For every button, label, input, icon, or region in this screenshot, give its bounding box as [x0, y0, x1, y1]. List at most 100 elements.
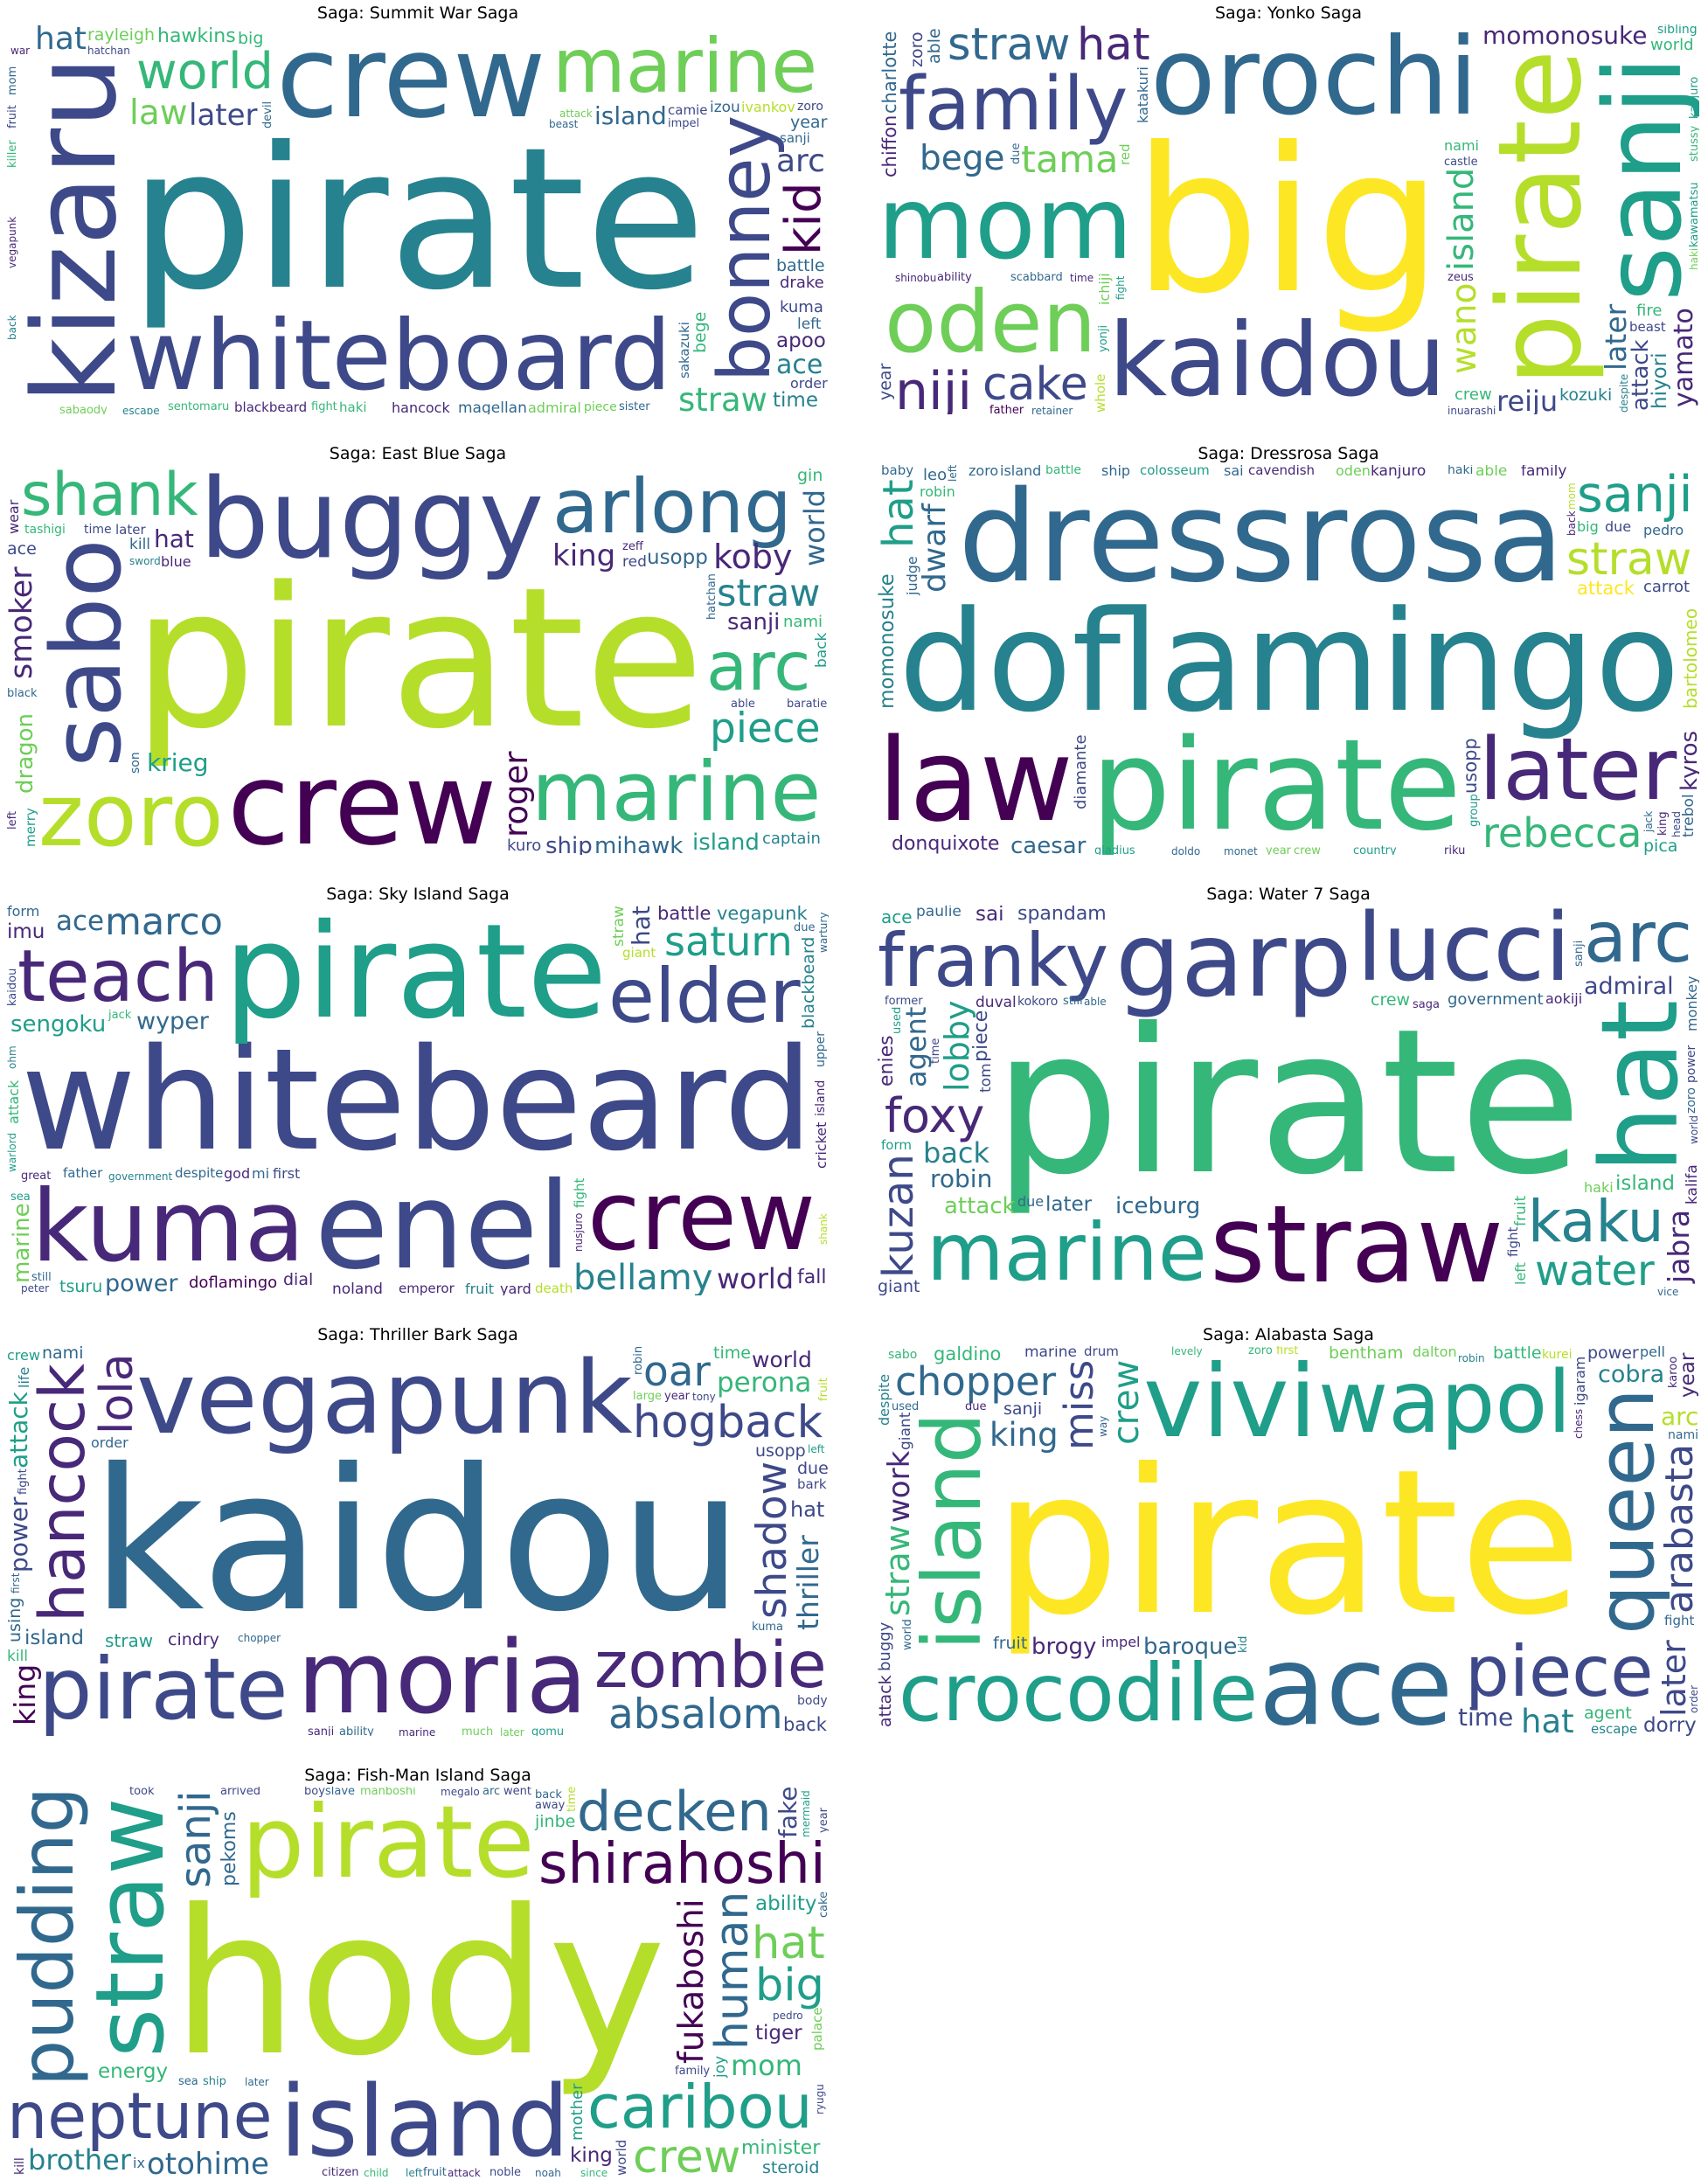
- cloud-word: izou: [710, 99, 740, 117]
- cloud-word: great: [21, 1170, 52, 1184]
- cloud-word: brogy: [1031, 1633, 1097, 1660]
- cloud-word: kalifa: [1684, 1163, 1699, 1205]
- cloud-word: whole: [1093, 373, 1108, 413]
- cloud-word: admiral: [1584, 972, 1674, 1000]
- cloud-word: attack: [7, 1080, 22, 1125]
- cloud-word: galdino: [934, 1346, 1002, 1365]
- cloud-word: form: [7, 906, 40, 920]
- cloud-word: island: [280, 2065, 570, 2177]
- cloud-word: lucci: [1357, 906, 1571, 1003]
- cloud-word: robin: [930, 1163, 993, 1193]
- cloud-word: fukaboshi: [672, 1898, 712, 2064]
- cloud-word: despite: [175, 1165, 224, 1182]
- cloud-word: moria: [297, 1620, 588, 1736]
- cloud-word: straw: [610, 906, 628, 947]
- cloud-word: caribou: [587, 2072, 813, 2143]
- cloud-word: island: [1000, 465, 1042, 480]
- cloud-word: ship: [545, 832, 593, 855]
- cloud-word: yard: [500, 1281, 531, 1295]
- cloud-word: bartolomeo: [1680, 607, 1699, 710]
- cloud-word: back: [535, 1788, 562, 1802]
- cloud-word: arlong: [552, 465, 792, 551]
- cloud-word: robin: [1458, 1351, 1485, 1364]
- wordcloud-panel-dressrosa: Saga: Dressrosa Saga doflamingo dressrosa…: [871, 441, 1706, 858]
- cloud-word: child: [364, 2166, 389, 2177]
- cloud-word: vegapunk: [7, 216, 18, 269]
- cloud-word: kyros: [1677, 730, 1699, 792]
- cloud-word: kozuki: [1559, 385, 1613, 406]
- cloud-word: marine: [531, 745, 822, 841]
- cloud-word: back: [1566, 510, 1578, 536]
- cloud-word: kaku: [1528, 1188, 1664, 1256]
- wordcloud-canvas: pirate whiteboard crew kizaru marine bonney wo…: [7, 24, 829, 414]
- cloud-word: attack: [1577, 578, 1635, 600]
- cloud-word: monkey: [1684, 975, 1699, 1031]
- cloud-word: world: [136, 42, 274, 101]
- cloud-word: tony: [692, 1390, 716, 1403]
- cloud-word: ship: [203, 2075, 226, 2089]
- cloud-word: sanji: [780, 130, 810, 147]
- cloud-word: hatchan: [705, 573, 719, 620]
- wordcloud-panel-summit-war: Saga: Summit War Saga pirate whiteboard cr…: [0, 0, 836, 418]
- cloud-word: later: [115, 522, 146, 538]
- cloud-word: kanjuro: [1688, 76, 1699, 120]
- cloud-word: marco: [105, 906, 223, 945]
- cloud-word: gomu: [531, 1725, 565, 1736]
- wordcloud-panel-east-blue: Saga: East Blue Saga pirate buggy crew mari…: [0, 441, 836, 858]
- cloud-word: sanji: [1573, 940, 1586, 968]
- cloud-word: sword: [129, 554, 161, 567]
- cloud-word: human: [706, 1892, 759, 2051]
- cloud-word: vegapunk: [136, 1346, 633, 1458]
- cloud-word: battle: [1493, 1346, 1542, 1364]
- cloud-word: due: [794, 921, 816, 935]
- wordcloud-canvas: whitebeard pirate enel kuma crew elder teach sa…: [7, 906, 829, 1295]
- cloud-word: baby: [881, 465, 914, 479]
- cloud-word: miss: [1056, 1359, 1102, 1451]
- cloud-word: kokoro: [1017, 995, 1059, 1010]
- cloud-word: mom: [878, 165, 1133, 282]
- cloud-word: bentham: [1329, 1346, 1404, 1364]
- cloud-word: colosseum: [1140, 465, 1210, 479]
- cloud-word: hat: [1077, 24, 1150, 71]
- cloud-word: monet: [1224, 844, 1258, 855]
- cloud-word: hat: [627, 906, 656, 946]
- cloud-word: time: [773, 389, 818, 413]
- cloud-word: emperor: [399, 1281, 455, 1295]
- cloud-word: chopper: [895, 1358, 1057, 1406]
- wordcloud-canvas: kaidou moria vegapunk pirate zombie hogback ha…: [7, 1346, 829, 1736]
- cloud-word: fruit: [7, 104, 19, 128]
- cloud-word: fight: [1664, 1613, 1695, 1629]
- cloud-word: cake: [982, 358, 1088, 411]
- cloud-word: bonney: [704, 115, 787, 383]
- cloud-word: ship: [1101, 465, 1131, 480]
- cloud-word: fruit: [1512, 1195, 1530, 1227]
- cloud-word: work: [882, 1450, 917, 1524]
- cloud-word: group: [1468, 793, 1481, 827]
- cloud-word: nami: [1668, 1428, 1698, 1443]
- cloud-word: mom: [7, 66, 19, 96]
- cloud-word: reiju: [1496, 384, 1559, 414]
- cloud-word: robin: [632, 1346, 645, 1376]
- cloud-word: battle: [1045, 465, 1081, 478]
- cloud-word: sabo: [31, 538, 142, 767]
- cloud-word: god: [224, 1165, 251, 1183]
- cloud-word: diamante: [1072, 733, 1090, 809]
- cloud-word: palace: [809, 2006, 825, 2051]
- cloud-word: chopper: [238, 1631, 281, 1644]
- cloud-word: cricket: [813, 1121, 829, 1170]
- cloud-word: sai: [976, 906, 1004, 927]
- cloud-word: kill: [13, 2156, 27, 2175]
- cloud-word: despite: [878, 1373, 892, 1427]
- cloud-word: captain: [762, 830, 821, 849]
- cloud-word: agent: [1584, 1704, 1632, 1724]
- cloud-word: family: [675, 2065, 711, 2079]
- cloud-word: lobby: [938, 999, 976, 1092]
- cloud-word: kuzan: [878, 1153, 923, 1278]
- cloud-word: impel: [668, 117, 700, 131]
- cloud-word: black: [7, 687, 38, 701]
- cloud-word: went: [503, 1787, 531, 1799]
- cloud-word: aokiji: [1545, 990, 1583, 1008]
- cloud-word: nami: [783, 613, 823, 632]
- cloud-word: oar: [643, 1348, 711, 1397]
- cloud-word: island: [814, 1080, 828, 1117]
